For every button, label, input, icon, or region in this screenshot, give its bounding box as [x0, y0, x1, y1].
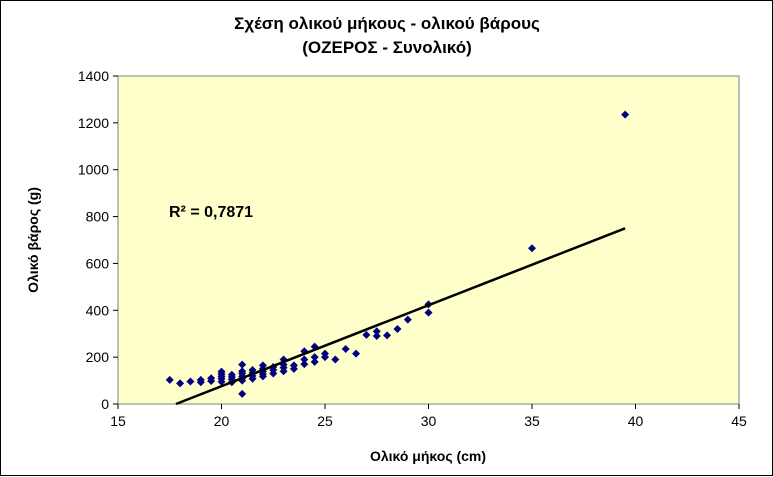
data-point [424, 308, 433, 317]
data-point [300, 355, 309, 364]
data-point [403, 315, 412, 324]
data-point [310, 357, 319, 366]
data-point [372, 327, 381, 336]
y-tick-label: 1000 [78, 162, 109, 178]
x-tick-label: 15 [110, 413, 126, 429]
y-tick-label: 200 [86, 349, 110, 365]
y-tick-label: 400 [86, 302, 110, 318]
data-point [621, 110, 630, 119]
data-point [289, 361, 298, 370]
y-tick-label: 0 [101, 396, 109, 412]
x-tick-label: 40 [628, 413, 644, 429]
data-point [300, 360, 309, 369]
x-tick-label: 25 [317, 413, 333, 429]
y-tick-label: 800 [86, 209, 110, 225]
data-point [238, 389, 247, 398]
x-axis: 15 20 25 30 35 40 45 [110, 404, 747, 429]
plot-area [117, 75, 740, 405]
data-point [238, 367, 247, 376]
data-point [207, 374, 216, 383]
trendline-group [175, 227, 626, 406]
data-point [383, 331, 392, 340]
y-axis: 0 200 400 600 800 1000 1200 1400 [78, 68, 118, 412]
data-point [341, 344, 350, 353]
x-tick-label: 45 [731, 413, 747, 429]
data-point [227, 370, 236, 379]
data-point [321, 349, 329, 358]
chart-title-line-1: Σχέση ολικού μήκους - ολικού βάρους [234, 14, 540, 33]
data-point [331, 355, 340, 364]
y-tick-label: 1400 [78, 68, 109, 84]
data-point [362, 330, 371, 339]
data-point [310, 353, 319, 362]
data-point [352, 349, 361, 358]
y-tick-label: 1200 [78, 115, 109, 131]
data-points [165, 110, 630, 398]
data-point [372, 332, 381, 341]
chart-title-line-2: (ΟΖΕΡΟΣ - Συνολικό) [302, 38, 472, 57]
data-point [186, 377, 195, 386]
y-tick-label: 600 [86, 255, 110, 271]
data-point [528, 244, 536, 253]
x-tick-label: 35 [524, 413, 540, 429]
data-point [176, 379, 185, 388]
x-axis-label: Ολικό μήκος (cm) [370, 448, 486, 464]
data-point [393, 325, 402, 334]
trendline [175, 227, 626, 406]
data-point [196, 375, 205, 384]
y-axis-label: Ολικό βάρος (g) [25, 187, 41, 293]
data-point [217, 367, 226, 376]
data-point [165, 375, 174, 384]
r-squared-annotation: R² = 0,7871 [169, 204, 253, 221]
x-tick-label: 20 [214, 413, 230, 429]
x-tick-label: 30 [421, 413, 437, 429]
data-point [238, 360, 247, 369]
data-point [258, 361, 267, 370]
